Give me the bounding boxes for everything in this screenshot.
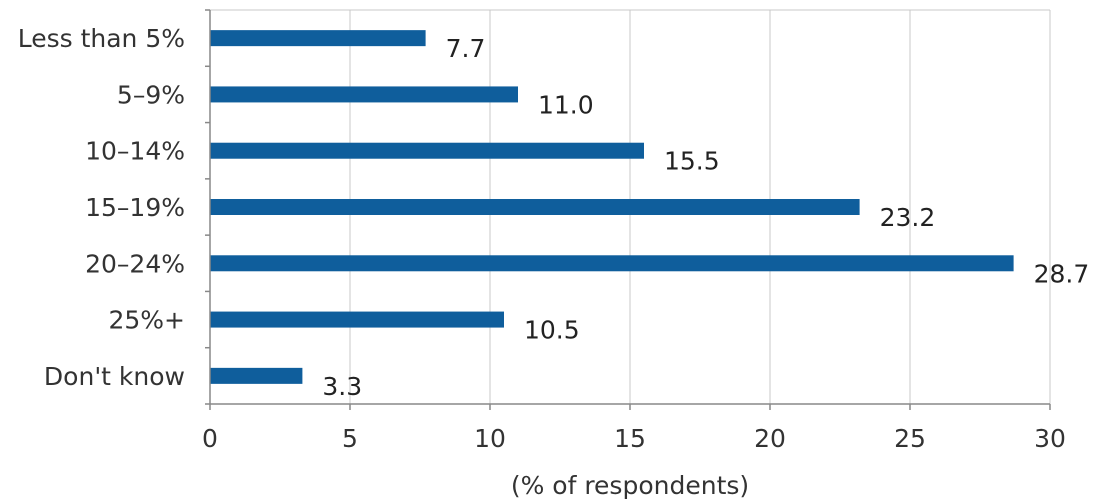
- x-tick-label-10: 10: [474, 424, 506, 453]
- category-labels: Less than 5% 5–9% 10–14% 15–19% 20–24% 25%+ Do…: [18, 24, 185, 391]
- bar-4: [210, 255, 1014, 272]
- bar-5: [210, 311, 504, 328]
- bar-6: [210, 367, 303, 384]
- category-label-0: Less than 5%: [18, 24, 185, 53]
- data-label-5: 10.5: [524, 316, 580, 345]
- bar-3: [210, 199, 860, 215]
- data-label-3: 23.2: [880, 203, 936, 232]
- category-label-1: 5–9%: [117, 80, 185, 109]
- x-tick-label-15: 15: [614, 424, 646, 453]
- x-tick-label-5: 5: [342, 424, 358, 453]
- category-label-2: 10–14%: [85, 137, 185, 166]
- category-label-5: 25%+: [108, 306, 185, 335]
- data-labels: 7.7 11.0 15.5 23.2 28.7 10.5 3.3: [322, 34, 1089, 401]
- category-label-3: 15–19%: [85, 193, 185, 222]
- data-label-2: 15.5: [664, 147, 720, 176]
- x-tick-label-20: 20: [754, 424, 786, 453]
- bar-1: [210, 86, 518, 103]
- gridlines: [210, 9, 1051, 404]
- axes: [205, 9, 1051, 410]
- category-label-6: Don't know: [44, 362, 185, 391]
- x-tick-label-30: 30: [1034, 424, 1066, 453]
- x-axis-title: (% of respondents): [511, 471, 749, 500]
- x-tick-labels: 0 5 10 15 20 25 30: [202, 424, 1066, 453]
- data-label-6: 3.3: [322, 372, 362, 401]
- x-tick-label-0: 0: [202, 424, 218, 453]
- x-tick-label-25: 25: [894, 424, 926, 453]
- bar-2: [210, 142, 644, 159]
- data-label-0: 7.7: [446, 34, 486, 63]
- category-label-4: 20–24%: [85, 249, 185, 278]
- data-label-4: 28.7: [1034, 259, 1090, 288]
- data-label-1: 11.0: [538, 90, 594, 119]
- bars: [210, 30, 1014, 384]
- bar-0: [210, 30, 426, 47]
